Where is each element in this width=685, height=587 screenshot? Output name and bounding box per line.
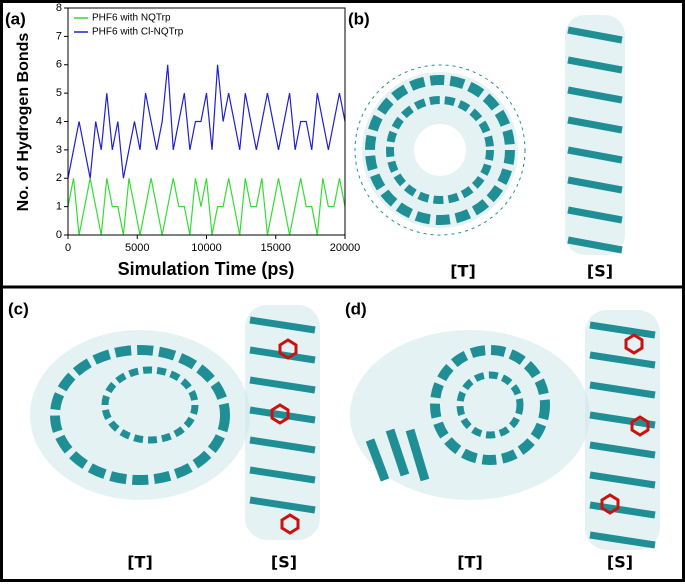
- plot-frame: [67, 7, 346, 236]
- structure-top-view: [30, 330, 250, 500]
- view-label: [S]: [271, 553, 297, 572]
- panel-label: (c): [8, 299, 29, 318]
- structure-top-view: [350, 330, 590, 500]
- x-tick-label: 20000: [330, 242, 361, 254]
- x-tick-label: 15000: [260, 242, 291, 254]
- data-line: [67, 64, 346, 179]
- view-label: [T]: [450, 262, 476, 281]
- panel-label: (d): [345, 299, 367, 318]
- data-line: [67, 178, 346, 236]
- view-label: [S]: [607, 553, 633, 572]
- structure-side-view: [585, 310, 660, 550]
- view-label: [S]: [587, 262, 613, 281]
- view-label: [T]: [457, 553, 483, 572]
- x-tick-label: 5000: [125, 242, 149, 254]
- structure-side-view: [565, 15, 625, 255]
- view-label: [T]: [127, 553, 153, 572]
- x-axis-title: Simulation Time (ps): [118, 259, 295, 279]
- chart: No. of Hydrogen Bonds Simulation Time (p…: [15, 2, 360, 279]
- x-tick-label: 10000: [191, 242, 222, 254]
- x-tick-label: 0: [65, 242, 71, 254]
- y-tick-label: 8: [56, 2, 62, 14]
- y-tick-label: 0: [56, 229, 62, 241]
- y-tick-label: 5: [56, 87, 62, 99]
- panel-label: (b): [348, 9, 370, 28]
- legend-label: PHF6 with NQTrp: [92, 13, 171, 24]
- structure-top-view: [354, 64, 526, 236]
- y-tick-label: 6: [56, 59, 62, 71]
- legend-label: PHF6 with Cl-NQTrp: [92, 27, 184, 38]
- structure-side-view: [245, 305, 320, 540]
- y-tick-label: 2: [56, 172, 62, 184]
- y-tick-label: 4: [56, 115, 62, 127]
- y-axis-title: No. of Hydrogen Bonds: [15, 33, 32, 212]
- y-tick-label: 7: [56, 30, 62, 42]
- y-tick-label: 1: [56, 201, 62, 213]
- y-tick-label: 3: [56, 144, 62, 156]
- panel-label: (a): [5, 9, 26, 28]
